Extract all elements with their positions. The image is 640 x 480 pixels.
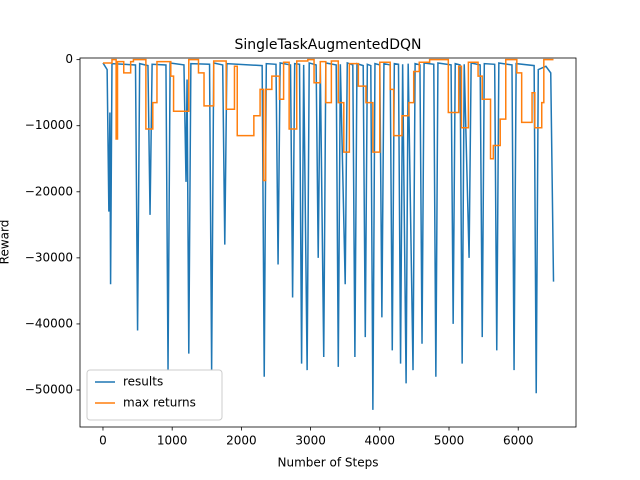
y-tick-label: −20000 <box>25 184 73 198</box>
y-tick-label: −40000 <box>25 316 73 330</box>
y-tick-label: 0 <box>65 52 73 66</box>
y-tick-label: −30000 <box>25 250 73 264</box>
line-series <box>102 61 555 410</box>
y-axis-label: Reward <box>0 220 12 265</box>
x-tick-label: 6000 <box>503 434 534 448</box>
x-tick-label: 5000 <box>434 434 465 448</box>
x-tick-label: 4000 <box>365 434 396 448</box>
legend-box <box>86 369 223 421</box>
plot-frame <box>79 57 577 428</box>
x-tick-label: 0 <box>99 434 107 448</box>
x-tick-label: 1000 <box>157 434 188 448</box>
x-axis-label: Number of Steps <box>278 456 379 470</box>
x-tick-label: 3000 <box>295 434 326 448</box>
legend-label: max returns <box>123 396 196 410</box>
y-tick-label: −10000 <box>25 118 73 132</box>
line-series <box>102 58 554 182</box>
x-tick-label: 2000 <box>226 434 257 448</box>
chart-title: SingleTaskAugmentedDQN <box>235 37 422 53</box>
legend-label: results <box>123 375 163 389</box>
y-tick-label: −50000 <box>25 383 73 397</box>
